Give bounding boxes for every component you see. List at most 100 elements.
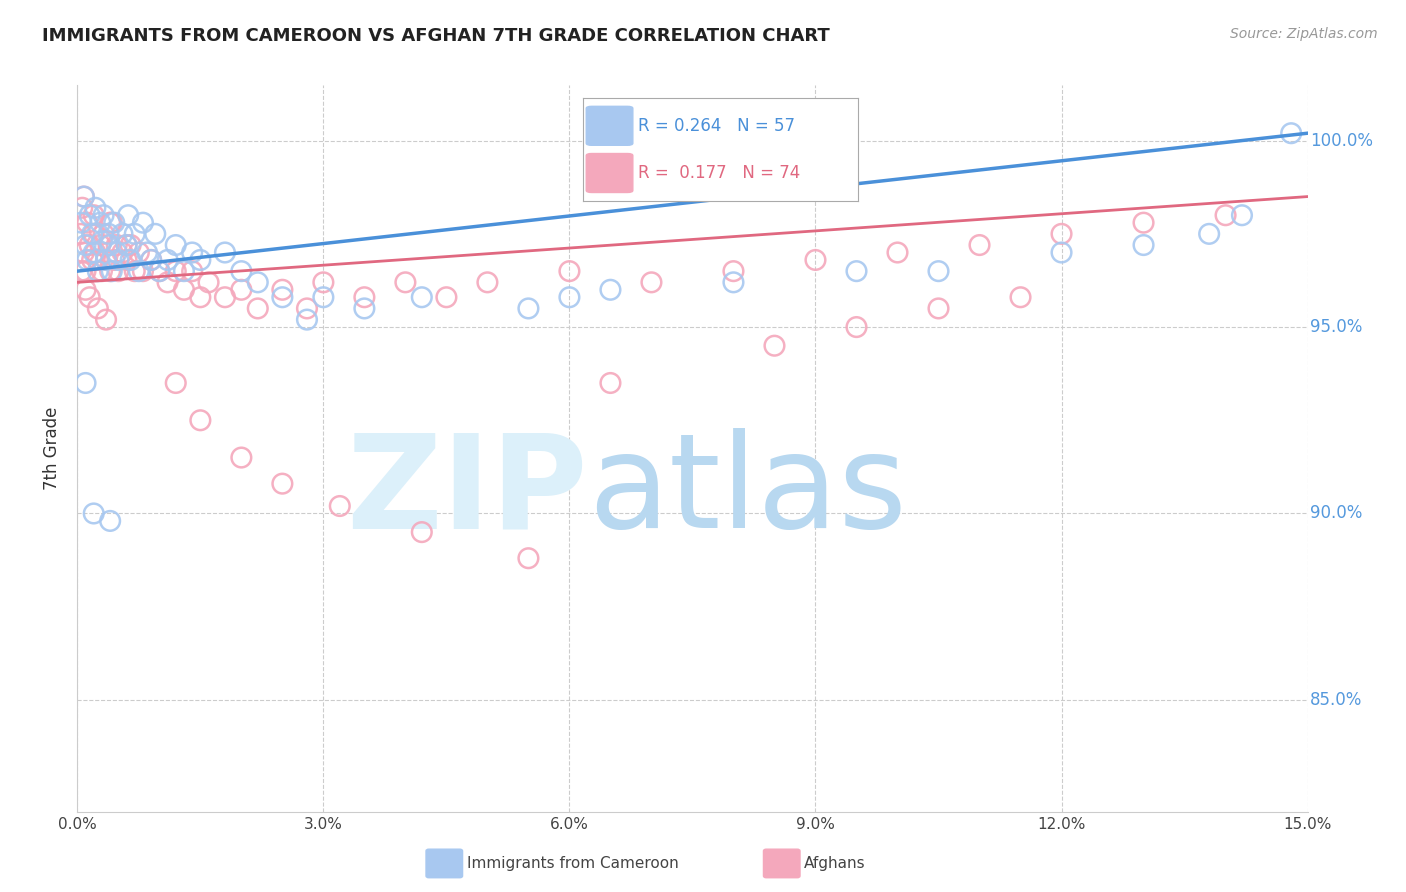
Point — [107, 252, 129, 267]
Point — [231, 283, 253, 297]
Text: IMMIGRANTS FROM CAMEROON VS AFGHAN 7TH GRADE CORRELATION CHART: IMMIGRANTS FROM CAMEROON VS AFGHAN 7TH G… — [42, 27, 830, 45]
Point — [165, 376, 187, 390]
Point — [477, 276, 499, 290]
Point — [181, 245, 204, 260]
Point — [411, 290, 433, 304]
Point — [136, 245, 159, 260]
Point — [83, 227, 105, 241]
Text: ZIP: ZIP — [346, 428, 588, 556]
Point — [115, 252, 138, 267]
Point — [69, 227, 91, 241]
Point — [558, 264, 581, 278]
Point — [87, 252, 110, 267]
Point — [83, 245, 105, 260]
Point — [83, 208, 105, 222]
Point — [82, 252, 104, 267]
Point — [845, 264, 868, 278]
Text: atlas: atlas — [588, 428, 907, 556]
Point — [90, 235, 114, 249]
Point — [197, 276, 219, 290]
Point — [969, 238, 991, 252]
Point — [83, 507, 105, 521]
Point — [93, 227, 115, 241]
Point — [79, 208, 101, 222]
Point — [73, 245, 96, 260]
Point — [886, 245, 908, 260]
Point — [124, 227, 146, 241]
Point — [97, 238, 120, 252]
Point — [87, 264, 110, 278]
Point — [84, 245, 107, 260]
Point — [411, 525, 433, 540]
Point — [120, 238, 142, 252]
Point — [93, 208, 115, 222]
Point — [517, 301, 540, 316]
Point — [723, 276, 745, 290]
Point — [141, 252, 163, 267]
Point — [353, 290, 375, 304]
Point — [111, 227, 134, 241]
Point — [120, 252, 142, 267]
Point — [89, 216, 111, 230]
Text: Immigrants from Cameroon: Immigrants from Cameroon — [467, 856, 679, 871]
Point — [517, 551, 540, 566]
Point — [246, 301, 269, 316]
Point — [75, 283, 97, 297]
Point — [1230, 208, 1253, 222]
Point — [1215, 208, 1237, 222]
Point — [70, 201, 93, 215]
Point — [75, 238, 97, 252]
Point — [70, 216, 93, 230]
Point — [329, 499, 352, 513]
Point — [181, 264, 204, 278]
Point — [165, 264, 187, 278]
Point — [148, 264, 170, 278]
Text: 85.0%: 85.0% — [1310, 691, 1362, 709]
Point — [143, 227, 166, 241]
Point — [115, 238, 138, 252]
Point — [188, 252, 212, 267]
Point — [295, 301, 318, 316]
Point — [1132, 216, 1154, 230]
Point — [928, 301, 950, 316]
Point — [763, 339, 786, 353]
Point — [156, 252, 179, 267]
Point — [94, 312, 117, 326]
Point — [173, 283, 195, 297]
Point — [271, 476, 294, 491]
Point — [640, 276, 662, 290]
Point — [101, 216, 124, 230]
Point — [75, 376, 97, 390]
Point — [599, 283, 621, 297]
Point — [132, 264, 155, 278]
Point — [312, 276, 335, 290]
Point — [1050, 245, 1073, 260]
Point — [90, 264, 114, 278]
Point — [124, 264, 146, 278]
Text: 95.0%: 95.0% — [1310, 318, 1362, 336]
Point — [845, 320, 868, 334]
Point — [246, 276, 269, 290]
Point — [107, 264, 129, 278]
Point — [928, 264, 950, 278]
Point — [1132, 238, 1154, 252]
Point — [1279, 126, 1302, 140]
Text: R = 0.264   N = 57: R = 0.264 N = 57 — [638, 117, 796, 135]
Point — [98, 514, 121, 528]
Point — [312, 290, 335, 304]
Point — [76, 216, 98, 230]
Point — [599, 376, 621, 390]
Point — [723, 264, 745, 278]
Point — [79, 238, 101, 252]
Point — [1198, 227, 1220, 241]
Point — [103, 216, 125, 230]
Point — [231, 450, 253, 465]
Point — [97, 227, 120, 241]
Point — [101, 264, 124, 278]
Point — [94, 252, 117, 267]
Point — [1050, 227, 1073, 241]
Point — [117, 208, 139, 222]
Point — [75, 264, 97, 278]
Point — [231, 264, 253, 278]
Point — [76, 252, 98, 267]
